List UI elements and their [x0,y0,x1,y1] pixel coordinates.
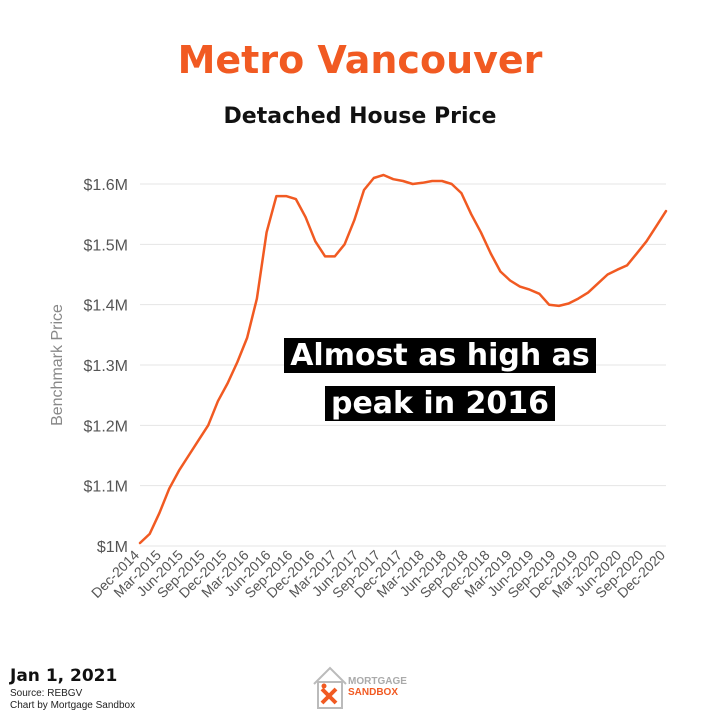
publish-date: Jan 1, 2021 [10,666,118,686]
logo-text-mortgage: MORTGAGE [348,676,407,687]
y-tick-label: $1.5M [84,237,128,254]
chart-annotation: Almost as high as peak in 2016 [250,332,630,428]
credit-text: Chart by Mortgage Sandbox [10,700,136,711]
chart-subtitle: Detached House Price [223,104,497,129]
y-tick-label: $1M [97,539,128,556]
house-logo-icon [313,666,347,709]
annotation-line-2: peak in 2016 [324,386,556,421]
mortgage-sandbox-logo: MORTGAGE SANDBOX [312,662,422,710]
source-credit: Source: REBGV Chart by Mortgage Sandbox [10,688,135,712]
source-text: Source: REBGV [10,688,83,699]
y-tick-label: $1.2M [84,418,128,435]
chart-title: Metro Vancouver [177,38,543,82]
logo-text-sandbox: SANDBOX [348,687,399,698]
price-series-line [138,173,668,545]
y-tick-label: $1.6M [84,177,128,194]
annotation-line-1: Almost as high as [284,338,596,373]
y-tick-label: $1.3M [84,358,128,375]
y-tick-label: $1.1M [84,479,128,496]
y-tick-label: $1.4M [84,298,128,315]
y-axis-label: Benchmark Price [49,304,66,426]
